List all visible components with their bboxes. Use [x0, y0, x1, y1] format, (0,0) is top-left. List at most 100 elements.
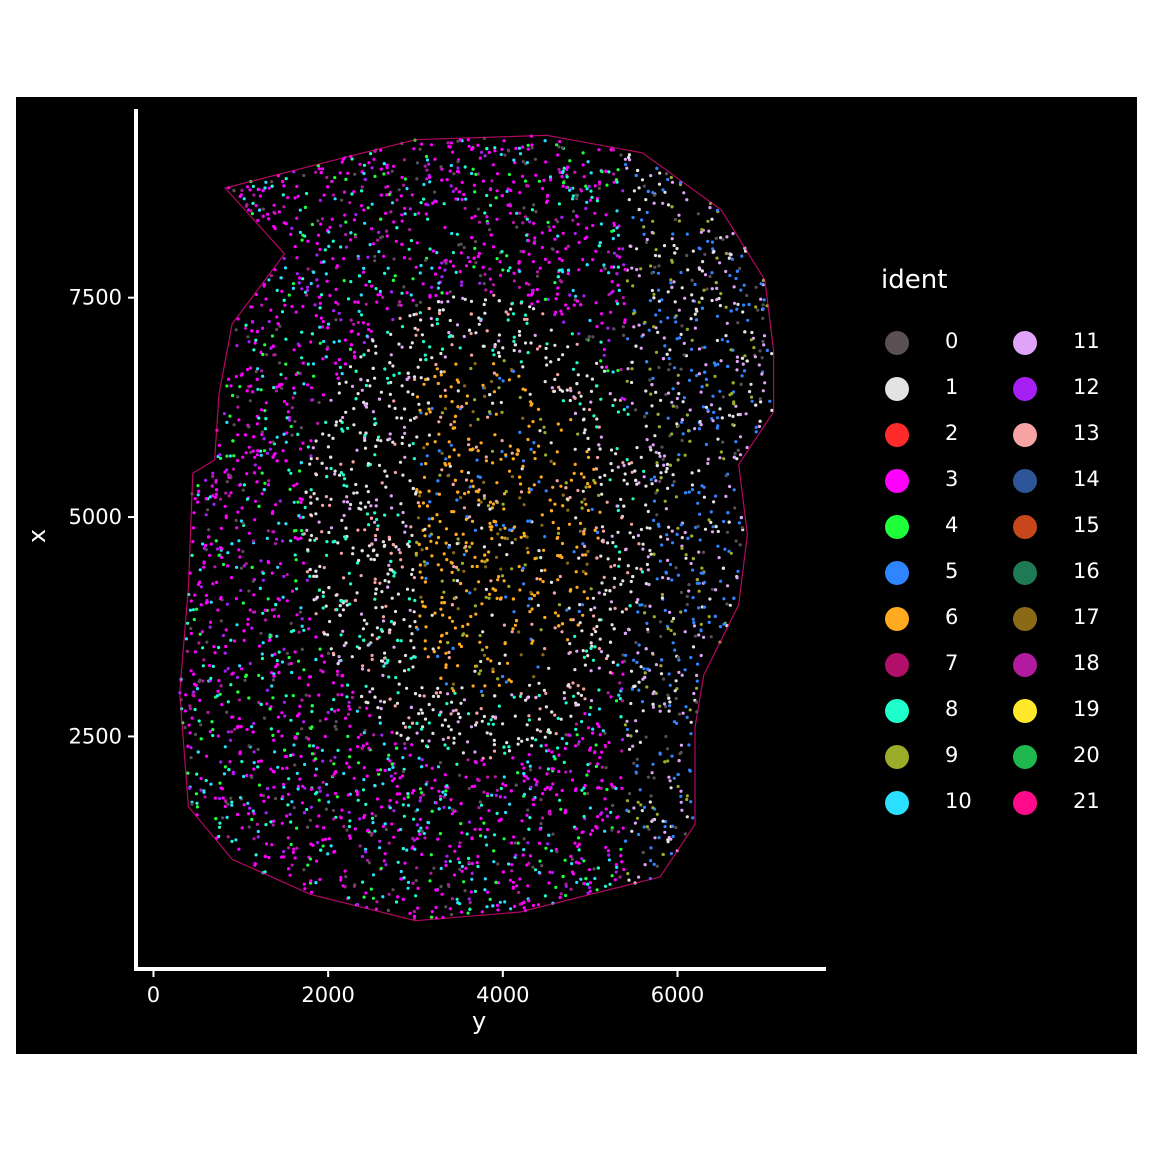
data-point — [362, 618, 366, 622]
data-point — [441, 613, 445, 617]
data-point — [226, 700, 230, 704]
data-point — [409, 345, 413, 349]
data-point — [337, 358, 341, 362]
data-point — [424, 782, 428, 786]
data-point — [502, 579, 506, 583]
data-point — [325, 466, 329, 470]
data-point — [241, 549, 245, 554]
data-point — [374, 504, 378, 508]
data-point — [349, 502, 353, 507]
data-point — [608, 392, 612, 396]
data-point — [592, 467, 596, 471]
data-point — [569, 714, 573, 718]
data-point — [494, 412, 498, 416]
data-point — [456, 160, 460, 164]
data-point — [259, 759, 263, 763]
data-point — [674, 825, 678, 830]
data-point — [403, 861, 407, 865]
data-point — [608, 607, 612, 611]
data-point — [284, 362, 288, 366]
data-point — [255, 822, 259, 827]
data-point — [282, 432, 286, 436]
data-point — [503, 526, 507, 530]
data-point — [252, 471, 257, 475]
data-point — [358, 817, 362, 821]
data-point — [509, 307, 513, 311]
data-point — [280, 766, 285, 771]
data-point — [347, 765, 351, 769]
data-point — [615, 447, 619, 451]
data-point — [412, 576, 416, 580]
data-point — [249, 366, 253, 370]
data-point — [249, 384, 253, 388]
data-point — [197, 489, 201, 493]
data-point — [496, 677, 500, 681]
data-point — [252, 750, 256, 754]
data-point — [708, 274, 712, 279]
data-point — [393, 609, 398, 614]
data-point — [408, 911, 412, 916]
data-point — [393, 742, 397, 746]
data-point — [333, 724, 337, 729]
data-point — [249, 450, 253, 454]
data-point — [239, 725, 243, 729]
data-point — [731, 232, 735, 236]
data-point — [276, 729, 280, 734]
data-point — [261, 326, 265, 330]
data-point — [314, 314, 318, 318]
data-point — [558, 268, 562, 272]
data-point — [340, 160, 344, 164]
data-point — [347, 704, 351, 708]
data-point — [551, 485, 555, 489]
data-point — [622, 408, 626, 412]
data-point — [724, 305, 728, 309]
data-point — [462, 880, 466, 884]
data-point — [720, 416, 724, 420]
data-point — [600, 492, 604, 496]
data-point — [454, 270, 458, 274]
data-point — [311, 398, 315, 402]
data-point — [492, 293, 496, 297]
data-point — [444, 527, 449, 531]
data-point — [245, 497, 249, 501]
data-point — [205, 600, 209, 604]
data-point — [482, 821, 486, 825]
data-point — [479, 816, 483, 821]
data-point — [362, 816, 366, 820]
data-point — [510, 567, 514, 571]
data-point — [343, 869, 347, 873]
data-point — [686, 536, 690, 540]
data-point — [556, 531, 561, 535]
data-point — [192, 511, 196, 515]
data-point — [645, 621, 649, 626]
data-point — [413, 377, 417, 381]
data-point — [376, 706, 380, 710]
data-point — [423, 563, 427, 567]
data-point — [741, 310, 745, 314]
data-point — [442, 590, 446, 594]
data-point — [495, 189, 499, 193]
data-point — [405, 291, 409, 295]
data-point — [333, 791, 338, 796]
data-point — [392, 835, 396, 839]
data-point — [363, 446, 368, 450]
data-point — [499, 786, 503, 791]
data-point — [588, 485, 592, 489]
data-point — [539, 628, 543, 632]
data-point — [448, 290, 452, 294]
data-point — [262, 488, 266, 492]
data-point — [430, 356, 434, 360]
data-point — [626, 872, 630, 876]
data-point — [364, 802, 368, 807]
data-point — [509, 841, 514, 845]
data-point — [395, 746, 399, 750]
data-point — [528, 764, 532, 768]
data-point — [330, 707, 334, 711]
data-point — [635, 600, 639, 604]
data-point — [401, 473, 405, 477]
data-point — [300, 647, 304, 652]
data-point — [256, 387, 260, 391]
data-point — [272, 203, 276, 207]
data-point — [388, 361, 392, 365]
data-point — [278, 562, 283, 566]
